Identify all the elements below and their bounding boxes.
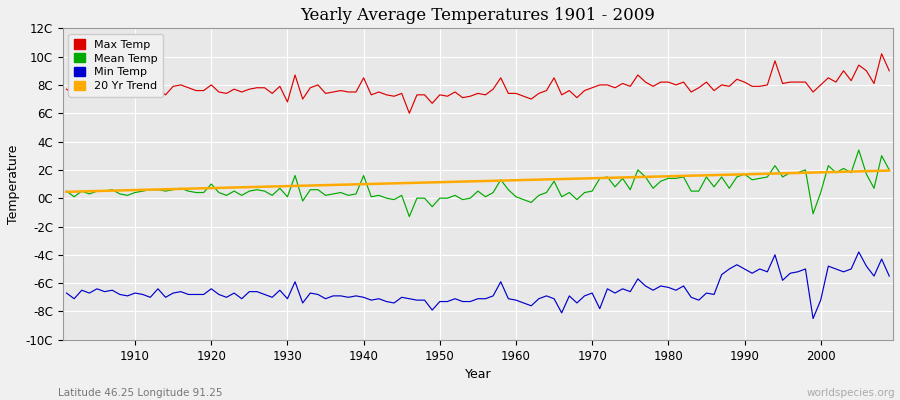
Y-axis label: Temperature: Temperature: [7, 144, 20, 224]
Text: worldspecies.org: worldspecies.org: [807, 388, 896, 398]
Text: Latitude 46.25 Longitude 91.25: Latitude 46.25 Longitude 91.25: [58, 388, 223, 398]
X-axis label: Year: Year: [464, 368, 491, 381]
Legend: Max Temp, Mean Temp, Min Temp, 20 Yr Trend: Max Temp, Mean Temp, Min Temp, 20 Yr Tre…: [68, 34, 163, 97]
Title: Yearly Average Temperatures 1901 - 2009: Yearly Average Temperatures 1901 - 2009: [301, 7, 655, 24]
